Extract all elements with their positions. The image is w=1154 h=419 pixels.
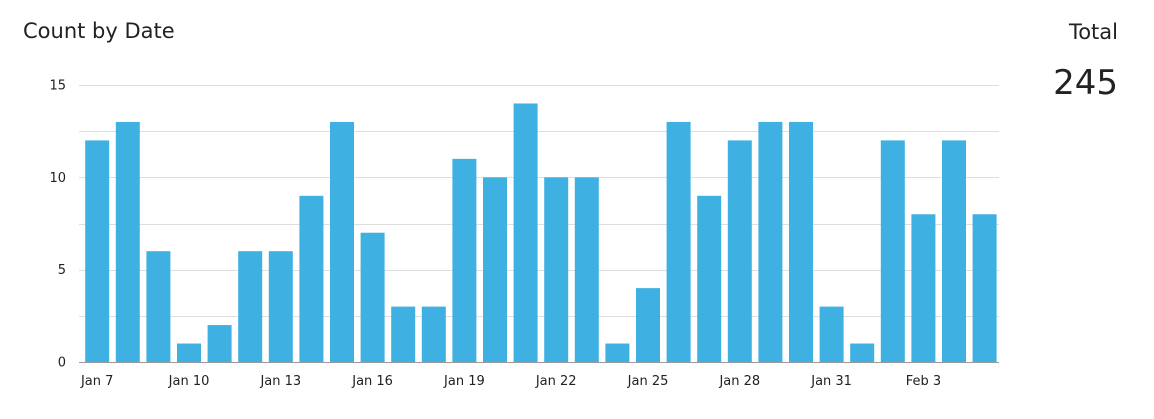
- x-tick-label: Jan 16: [351, 374, 393, 389]
- y-axis: 0 5 10 15: [49, 79, 66, 371]
- bar[interactable]: [574, 177, 599, 362]
- x-tick-label: Jan 10: [168, 374, 210, 389]
- bar[interactable]: [513, 103, 538, 362]
- bar[interactable]: [360, 232, 385, 362]
- bar[interactable]: [850, 343, 875, 362]
- bar[interactable]: [605, 343, 630, 362]
- bar[interactable]: [421, 306, 446, 362]
- y-tick-label: 5: [58, 263, 66, 278]
- bar[interactable]: [819, 306, 844, 362]
- x-axis: Jan 7 Jan 10 Jan 13 Jan 16 Jan 19 Jan 22 Jan 2…: [80, 374, 941, 389]
- bar[interactable]: [483, 177, 507, 362]
- x-tick-label: Jan 22: [535, 374, 577, 389]
- bars: [85, 103, 997, 362]
- bar[interactable]: [697, 195, 722, 362]
- bar[interactable]: [911, 214, 936, 362]
- bar[interactable]: [146, 251, 171, 362]
- bar[interactable]: [727, 140, 752, 362]
- x-tick-label: Jan 13: [259, 374, 301, 389]
- bar[interactable]: [666, 121, 691, 362]
- bar[interactable]: [115, 121, 140, 362]
- total-label: Total: [1068, 20, 1118, 44]
- y-tick-label: 0: [58, 356, 66, 371]
- bar[interactable]: [268, 251, 293, 362]
- chart-title: Count by Date: [23, 19, 175, 43]
- grid-lines: [79, 85, 999, 363]
- bar[interactable]: [330, 121, 354, 362]
- x-tick-label: Jan 31: [810, 374, 852, 389]
- bar[interactable]: [238, 251, 263, 362]
- x-tick-label: Jan 7: [80, 374, 113, 389]
- bar[interactable]: [452, 158, 477, 362]
- x-tick-label: Feb 3: [906, 374, 941, 389]
- bar[interactable]: [177, 343, 201, 362]
- total-panel: Total 245: [1053, 19, 1118, 103]
- bar[interactable]: [299, 195, 324, 362]
- bar[interactable]: [972, 214, 997, 362]
- x-tick-label: Jan 19: [443, 374, 485, 389]
- y-tick-label: 15: [49, 79, 66, 94]
- bar[interactable]: [207, 325, 232, 362]
- bar[interactable]: [789, 121, 813, 362]
- bar[interactable]: [636, 288, 660, 362]
- bar[interactable]: [880, 140, 905, 362]
- bar[interactable]: [942, 140, 966, 362]
- bar[interactable]: [85, 140, 110, 362]
- y-tick-label: 10: [49, 171, 66, 186]
- x-tick-label: Jan 28: [718, 374, 760, 389]
- bar[interactable]: [758, 121, 783, 362]
- total-value: 245: [1053, 63, 1118, 103]
- x-tick-label: Jan 25: [627, 374, 669, 389]
- bar[interactable]: [544, 177, 569, 362]
- bar[interactable]: [391, 306, 416, 362]
